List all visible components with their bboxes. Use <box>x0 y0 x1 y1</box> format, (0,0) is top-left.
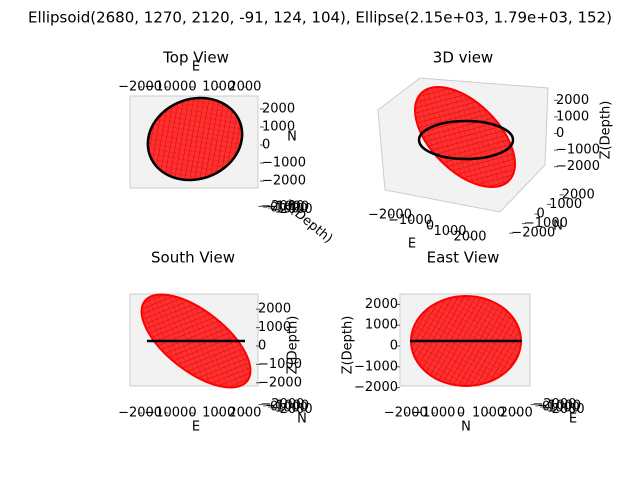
x-tick-label: 2000 <box>228 406 261 421</box>
x-tick-label: −1000 <box>388 213 432 228</box>
z-tick-label: 2000 <box>258 302 291 317</box>
x-tick-label: 1000 <box>547 401 580 416</box>
y-tick-label: −2000 <box>262 174 306 189</box>
subplot-title: 3D view <box>433 49 493 67</box>
ellipse-outline <box>146 96 244 182</box>
ellipses <box>146 96 522 343</box>
x-axis-label: E <box>192 60 200 75</box>
x-tick-label: 2000 <box>552 402 585 417</box>
y-tick-label: −2000 <box>511 226 555 241</box>
x-tick-label: 1000 <box>433 224 466 239</box>
z-tick-label: −2000 <box>260 199 304 214</box>
y-tick-label: 0 <box>270 400 278 415</box>
z-tick-label: 2000 <box>280 202 313 217</box>
z-tick-label: −1000 <box>354 359 398 374</box>
z-tick-label: −1000 <box>556 143 600 158</box>
x-tick-label: −1000 <box>537 398 581 413</box>
x-tick-label: 2000 <box>228 80 261 95</box>
z-tick-label: −1000 <box>258 357 302 372</box>
x-axis-label: E <box>192 420 200 435</box>
x-tick-label: −1000 <box>144 80 188 95</box>
y-tick-label: −1000 <box>524 216 568 231</box>
y-tick-label: −1000 <box>262 156 306 171</box>
y-tick-label: 1000 <box>549 197 582 212</box>
x-tick-label: −2000 <box>368 207 412 222</box>
x-axis-label: E <box>408 237 416 252</box>
x-tick-label: 1000 <box>202 406 235 421</box>
z-tick-label: −2000 <box>354 380 398 395</box>
x-tick-label: −2000 <box>118 80 162 95</box>
z-tick-label: 0 <box>390 339 398 354</box>
subplot-title: Top View <box>162 49 229 67</box>
x-tick-label: 1000 <box>202 80 235 95</box>
x-tick-label: −2000 <box>118 406 162 421</box>
z-tick-label: −2000 <box>258 375 302 390</box>
z-tick-label: 2000 <box>556 93 589 108</box>
y-tick-label: 2000 <box>262 102 295 117</box>
y-tick-label: 2000 <box>280 402 313 417</box>
z-tick-label: 1000 <box>365 318 398 333</box>
y-tick-label: 2000 <box>500 406 533 421</box>
x-tick-label: 0 <box>188 80 196 95</box>
z-tick-label: 1000 <box>258 320 291 335</box>
y-tick-label: −1000 <box>411 406 455 421</box>
y-axis-label: N <box>297 412 307 427</box>
ellipsoid-surface <box>414 86 516 188</box>
z-tick-label: 1000 <box>556 109 589 124</box>
z-tick-label: −1000 <box>265 200 309 215</box>
y-axis-label: N <box>461 420 471 435</box>
y-tick-label: 1000 <box>262 120 295 135</box>
z-tick-label: 1000 <box>275 201 308 216</box>
ellipse-outline <box>417 119 515 161</box>
y-tick-label: −2000 <box>260 397 304 412</box>
y-tick-label: 1000 <box>472 406 505 421</box>
x-tick-label: 0 <box>542 400 550 415</box>
x-axis-label: E <box>569 412 577 427</box>
y-tick-label: 0 <box>262 138 270 153</box>
y-axis-label: N <box>287 130 297 145</box>
suptitle: Ellipsoid(2680, 1270, 2120, -91, 124, 10… <box>28 9 612 27</box>
z-tick-label: −2000 <box>556 159 600 174</box>
y-tick-label: 0 <box>537 207 545 222</box>
z-tick-label: 0 <box>556 126 564 141</box>
y-tick-label: −1000 <box>265 398 309 413</box>
y-tick-label: 0 <box>457 406 465 421</box>
subplot-title: East View <box>427 249 500 267</box>
x-tick-label: −2000 <box>532 397 576 412</box>
z-tick-label: 0 <box>270 201 278 216</box>
y-tick-label: −2000 <box>384 406 428 421</box>
y-tick-label: 1000 <box>275 401 308 416</box>
x-tick-label: −1000 <box>144 406 188 421</box>
y-axis-label: N <box>553 219 563 234</box>
z-tick-label: 0 <box>258 339 266 354</box>
x-tick-label: 0 <box>426 219 434 234</box>
z-axis-label: Z(Depth) <box>341 316 356 375</box>
z-tick-label: 2000 <box>365 297 398 312</box>
x-tick-label: 0 <box>188 406 196 421</box>
z-axis-label: Z(Depth) <box>599 101 614 160</box>
subplot-title: South View <box>151 249 235 267</box>
y-tick-label: 2000 <box>562 187 595 202</box>
x-tick-label: 2000 <box>453 230 486 245</box>
z-axis-label: Z(Depth) <box>286 316 301 375</box>
